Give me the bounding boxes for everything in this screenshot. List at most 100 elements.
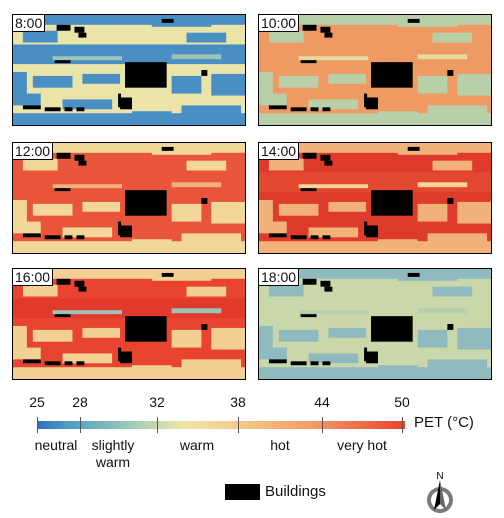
category-neutral: neutral (34, 437, 78, 453)
pet-map-0800: 8:00 (12, 14, 246, 126)
category-hot: hot (270, 437, 290, 453)
building (56, 24, 71, 31)
building (268, 359, 287, 364)
thermal-patch (13, 367, 245, 379)
building (322, 107, 331, 112)
thermal-patch (457, 201, 491, 224)
building (366, 97, 378, 110)
thermal-accent (298, 310, 369, 315)
thermal-patch (62, 353, 113, 364)
north-arrow-icon: N (427, 471, 453, 513)
thermal-patch (278, 203, 319, 216)
scale-tick-mark (238, 417, 239, 433)
building (371, 316, 413, 342)
building (302, 278, 317, 285)
thermal-patch (32, 75, 73, 88)
thermal-patch (42, 15, 103, 23)
building (364, 347, 368, 362)
building (201, 70, 208, 76)
building (300, 188, 317, 192)
thermal-patch (13, 241, 245, 253)
thermal-patch (151, 272, 212, 281)
thermal-patch (82, 201, 121, 212)
thermal-patch (151, 18, 212, 27)
building (268, 105, 287, 110)
thermal-patch (328, 201, 367, 212)
thermal-patch (268, 158, 304, 171)
building (161, 146, 174, 151)
building (76, 361, 85, 366)
building (320, 26, 331, 33)
category-slightly-warm: slightly warm (91, 437, 135, 470)
thermal-accent (417, 308, 468, 314)
thermal-patch (211, 201, 245, 224)
building (78, 32, 87, 38)
building (371, 62, 413, 88)
thermal-patch (181, 233, 242, 246)
building (447, 324, 454, 330)
thermal-patch (328, 73, 367, 84)
building (290, 361, 307, 366)
building (364, 93, 368, 108)
building (74, 26, 85, 33)
thermal-patch (186, 286, 227, 297)
category-very-hot: very hot (337, 437, 387, 453)
pet-color-scale-bar (37, 421, 405, 429)
building (407, 272, 420, 277)
thermal-patch (259, 113, 491, 125)
thermal-patch (259, 241, 491, 253)
thermal-accent (171, 182, 222, 188)
building (371, 190, 413, 216)
building (22, 233, 41, 238)
building (300, 314, 317, 318)
scale-tick-38: 38 (230, 394, 246, 410)
scale-tick-mark (402, 417, 403, 433)
building (56, 278, 71, 285)
building (324, 286, 333, 292)
building (118, 221, 122, 236)
building (302, 152, 317, 159)
map-1200-graphic (13, 143, 245, 253)
building (324, 160, 333, 166)
thermal-patch (259, 15, 491, 25)
time-label-1200: 12:00 (13, 143, 54, 160)
thermal-patch (397, 146, 458, 155)
thermal-patch (397, 18, 458, 27)
thermal-patch (181, 105, 242, 118)
thermal-accent (52, 184, 123, 189)
building (364, 221, 368, 236)
thermal-patch (13, 113, 245, 125)
building (64, 361, 73, 366)
scale-tick-44: 44 (314, 394, 330, 410)
time-label-1600: 16:00 (13, 269, 54, 286)
scale-tick-28: 28 (72, 394, 88, 410)
building (74, 154, 85, 161)
building (56, 152, 71, 159)
thermal-patch (288, 269, 349, 277)
thermal-patch (328, 327, 367, 338)
thermal-patch (417, 203, 448, 222)
thermal-patch (288, 143, 349, 151)
thermal-patch (171, 75, 202, 94)
building (54, 60, 71, 64)
time-label-1400: 14:00 (259, 143, 300, 160)
map-road-band (13, 172, 245, 193)
thermal-patch (259, 367, 491, 379)
thermal-patch (13, 143, 245, 153)
building (407, 18, 420, 23)
building (290, 107, 307, 112)
building (120, 225, 132, 238)
building (54, 314, 71, 318)
building (78, 286, 87, 292)
building (322, 361, 331, 366)
building (302, 24, 317, 31)
thermal-patch (22, 221, 41, 236)
thermal-patch (259, 143, 491, 153)
thermal-accent (417, 54, 468, 60)
building (54, 188, 71, 192)
thermal-patch (427, 105, 488, 118)
thermal-patch (42, 269, 103, 277)
scale-tick-mark (80, 417, 81, 433)
thermal-accent (298, 184, 369, 189)
building (64, 235, 73, 240)
